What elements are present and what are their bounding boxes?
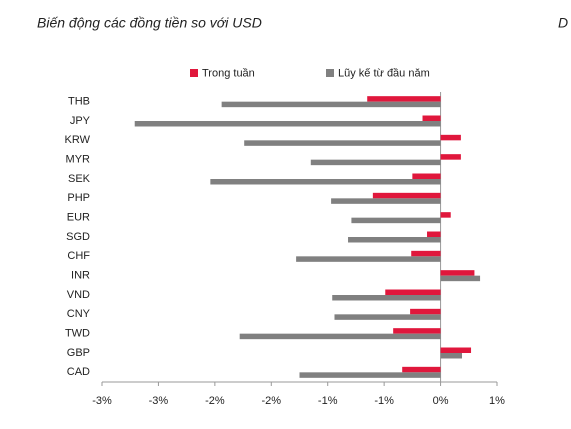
legend-swatch (190, 69, 198, 77)
y-tick-label: CAD (67, 366, 90, 378)
bar (440, 270, 475, 276)
bar (440, 275, 481, 282)
bar (299, 372, 441, 378)
y-tick-label: JPY (70, 115, 91, 127)
y-tick-label: CHF (67, 250, 90, 262)
legend-label: Lũy kế từ đầu năm (338, 67, 430, 79)
x-tick-label: 0% (433, 395, 449, 407)
y-tick-label: KRW (65, 134, 91, 146)
legend-swatch (326, 69, 334, 77)
y-tick-label: SGD (66, 231, 90, 243)
x-tick-label: -3% (149, 395, 169, 407)
bar (427, 231, 441, 237)
x-tick-label: -1% (318, 395, 338, 407)
bar (440, 212, 451, 218)
y-tick-label: INR (71, 270, 90, 282)
x-tick-label: -1% (374, 395, 394, 407)
x-tick-label: -3% (92, 395, 112, 407)
bar (348, 237, 441, 243)
bar (134, 121, 441, 127)
bar (422, 115, 441, 121)
bar (440, 134, 461, 141)
bar (332, 295, 441, 301)
bar (385, 289, 441, 295)
bar (210, 179, 441, 185)
bar (402, 366, 441, 373)
bar (412, 173, 441, 179)
y-tick-label: TWD (65, 328, 90, 340)
bar (411, 250, 441, 257)
bar (393, 328, 441, 334)
bar (310, 159, 441, 166)
bar (440, 353, 463, 359)
bar (410, 308, 441, 315)
y-tick-label: EUR (67, 212, 90, 224)
bar (331, 198, 441, 204)
y-tick-label: THB (68, 96, 90, 108)
y-tick-label: VND (67, 289, 90, 301)
bar (367, 96, 441, 102)
bar (244, 140, 441, 146)
bar (239, 333, 441, 340)
bar (221, 101, 441, 108)
bar (296, 256, 441, 262)
y-tick-label: CNY (67, 308, 91, 320)
y-tick-label: GBP (67, 347, 90, 359)
legend-label: Trong tuần (202, 67, 255, 79)
bar (372, 192, 441, 199)
x-tick-label: -2% (262, 395, 282, 407)
y-tick-label: PHP (67, 192, 90, 204)
chart-title-cut: D (558, 15, 568, 31)
chart-title: Biến động các đồng tiền so với USD (37, 15, 262, 31)
bar (351, 217, 441, 224)
x-tick-label: 1% (489, 395, 505, 407)
bar (440, 154, 461, 160)
bar (440, 347, 472, 353)
x-tick-label: -2% (205, 395, 225, 407)
y-tick-label: MYR (66, 154, 91, 166)
bar (334, 314, 441, 320)
y-tick-label: SEK (68, 173, 91, 185)
